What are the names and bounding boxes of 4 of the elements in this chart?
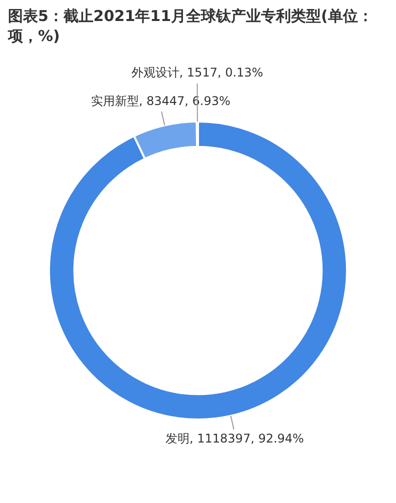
slice-label: 发明, 1118397, 92.94% xyxy=(166,432,304,446)
slice-label: 实用新型, 83447, 6.93% xyxy=(90,94,230,108)
chart-title: 图表5：截止2021年11月全球钛产业专利类型(单位：项，%) xyxy=(8,6,374,46)
slice-label: 外观设计, 1517, 0.13% xyxy=(131,66,264,80)
